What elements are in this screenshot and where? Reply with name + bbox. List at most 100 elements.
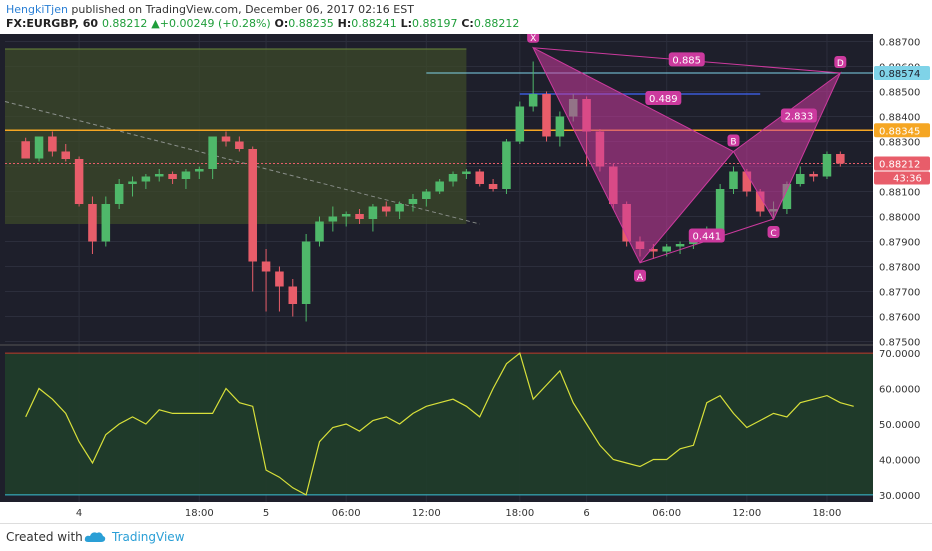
candle-body [809, 174, 818, 177]
close-label: C: [461, 17, 474, 30]
rsi-zone [5, 353, 873, 495]
candle-body [755, 191, 765, 212]
candle-body [128, 181, 137, 184]
low-label: L: [400, 17, 413, 30]
chart-header: HengkiTjen published on TradingView.com,… [0, 0, 932, 34]
time-tick-label: 18:00 [813, 508, 842, 519]
level-label-box [874, 123, 930, 138]
candle-body [248, 149, 257, 262]
author-link[interactable]: HengkiTjen [6, 3, 68, 16]
pattern-point-box [727, 134, 740, 147]
harmonic-pattern: X A B C D 0.885 0.489 2.833 0.441 [527, 34, 847, 283]
candle-body [74, 159, 84, 204]
rsi-tick-label: 70.0000 [879, 349, 920, 360]
candle-body [34, 136, 44, 159]
candle-body [782, 184, 792, 209]
candle-body [355, 214, 364, 219]
candle-body [822, 154, 832, 177]
symbol-label: FX:EURGBP, 60 [6, 17, 99, 30]
ratio-box [668, 52, 705, 67]
candle-body [341, 214, 351, 217]
dashed-trendline [4, 101, 480, 225]
candle-body [729, 171, 738, 189]
rsi-tick-label: 40.0000 [879, 455, 920, 466]
countdown-box [874, 171, 930, 185]
candle-body [395, 204, 404, 212]
candle-body [462, 171, 471, 174]
candle-body [368, 206, 378, 219]
high-label: H: [337, 17, 352, 30]
candle-body [515, 106, 525, 142]
last-price: 0.88212 [101, 17, 148, 30]
ratio-box [645, 91, 682, 105]
level-label: 0.88574 [879, 69, 920, 80]
time-tick-label: 6 [583, 508, 589, 519]
candle-body [435, 181, 444, 192]
candle-body [21, 141, 30, 159]
candle-body [288, 286, 298, 304]
candle-body [61, 151, 71, 159]
candle-body [381, 206, 391, 212]
candle-body [195, 169, 204, 172]
time-tick-label: 5 [263, 508, 269, 519]
pattern-point-label: C [770, 229, 776, 239]
rsi-tick-label: 50.0000 [879, 420, 920, 431]
footer: Created with TradingView [0, 523, 932, 551]
candle-body [328, 216, 338, 222]
pattern-point-box [634, 269, 646, 282]
candle-body [795, 174, 805, 184]
footer-brand-link[interactable]: TradingView [112, 530, 185, 544]
pattern-point-label: A [637, 273, 644, 283]
pattern-point-box [834, 56, 847, 68]
candle-body [555, 116, 565, 137]
symbol-info: FX:EURGBP, 60 0.88212 ▲+0.00249 (+0.28%)… [6, 17, 519, 30]
candle-body [475, 171, 485, 184]
candle-body [502, 141, 511, 189]
time-tick-label: 12:00 [412, 508, 441, 519]
price-axis-panel [873, 34, 932, 523]
candle-body [48, 136, 57, 152]
rsi-tick-label: 60.0000 [879, 385, 920, 396]
time-axis-panel [0, 502, 932, 523]
candle-body [235, 141, 244, 149]
ratio-label: 0.885 [672, 55, 701, 66]
time-tick-label: 06:00 [332, 508, 361, 519]
range-box [5, 49, 467, 224]
price-tick-label: 0.87500 [879, 338, 920, 349]
candle-body [275, 271, 284, 287]
candle-body [422, 191, 431, 199]
price-tick-label: 0.88300 [879, 138, 920, 149]
ratio-box [780, 108, 817, 123]
candle-body [742, 171, 752, 192]
price-tick-label: 0.88000 [879, 213, 920, 224]
open-value: 0.88235 [288, 17, 334, 30]
ratio-label: 2.833 [785, 112, 814, 123]
rsi-tick-label: 30.0000 [879, 491, 920, 502]
publish-info: HengkiTjen published on TradingView.com,… [6, 3, 414, 16]
candle-body [715, 189, 725, 232]
level-label-box [874, 156, 930, 171]
candle-body [141, 176, 151, 182]
up-arrow-icon: ▲ [151, 17, 160, 30]
level-label-box [874, 66, 930, 80]
candle-body [88, 204, 97, 242]
time-tick-label: 12:00 [732, 508, 761, 519]
chart-canvas[interactable]: 0.887000.886000.885000.884000.883000.882… [0, 34, 932, 523]
time-tick-label: 4 [76, 508, 82, 519]
candle-body [114, 184, 124, 204]
candle-body [154, 174, 164, 177]
candle-body [168, 174, 177, 179]
price-tick-label: 0.88400 [879, 113, 920, 124]
candle-body [221, 136, 231, 142]
price-tick-label: 0.87800 [879, 263, 920, 274]
price-tick-label: 0.88500 [879, 88, 920, 99]
candle-body [675, 244, 685, 247]
price-tick-label: 0.88700 [879, 38, 920, 49]
high-value: 0.88241 [351, 17, 397, 30]
candle-body [662, 246, 671, 252]
candle-body [542, 94, 551, 137]
pattern-point-box [527, 34, 540, 43]
pattern-point-label: X [530, 34, 536, 44]
ratio-label: 0.441 [692, 232, 721, 243]
candle-body [408, 199, 418, 204]
